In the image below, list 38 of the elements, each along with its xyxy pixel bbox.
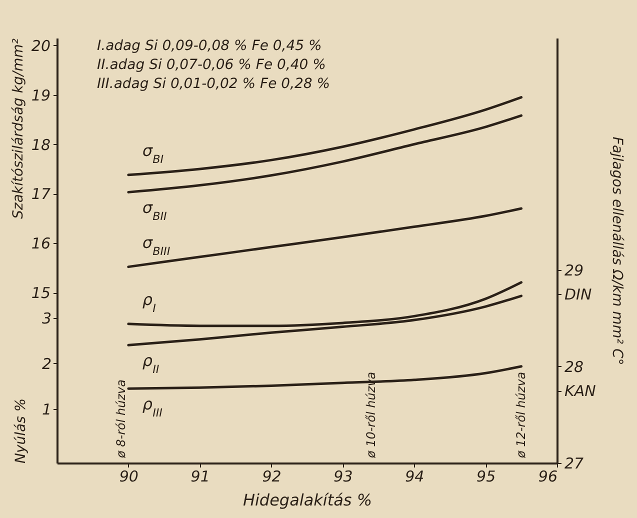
y-tick-label: 18 [31, 136, 50, 154]
y-axis-title: Szakítószilárdság kg/mm² [10, 38, 26, 219]
annotation: II.adag Si 0,07-0,06 % Fe 0,40 % [97, 57, 326, 73]
series-label: ρ$_{I}$ [142, 290, 156, 314]
x-tick-label: 92 [262, 468, 282, 486]
x-tick-label: 95 [476, 468, 496, 486]
y3-axis-title: Nyúlás % [12, 398, 29, 464]
x-tick-label: 96 [538, 468, 558, 486]
annotation: I.adag Si 0,09-0,08 % Fe 0,45 % [97, 38, 322, 54]
x-axis-title: Hidegalakítás % [242, 490, 372, 510]
line-series [127, 96, 523, 176]
annotation: III.adag Si 0,01-0,02 % Fe 0,28 % [97, 76, 330, 92]
y3-tick-label: 2 [42, 354, 52, 373]
y-tick-label: 19 [31, 86, 50, 104]
annotation: ø 8-ról húzva [114, 379, 128, 459]
series-label: ρ$_{III}$ [142, 394, 162, 420]
y3-tick-label: 3 [42, 310, 52, 328]
y2-tick-label: DIN [564, 285, 592, 304]
y-tick-label: 16 [31, 234, 50, 253]
y-tick-label: 15 [31, 284, 50, 302]
annotation: ø 12-ről húzva [514, 372, 528, 459]
x-tick-label: 90 [119, 468, 138, 486]
series-label: σ$_{BIII}$ [142, 232, 170, 258]
y2-axis-title: Fajlagos ellenállás Ω/km mm² C° [608, 136, 625, 366]
x-tick-label: 93 [334, 468, 353, 486]
y2-tick-label: KAN [564, 382, 596, 400]
x-tick-label: 94 [405, 468, 424, 486]
y-tick-label: 17 [31, 185, 51, 204]
y2-tick-label: 28 [564, 358, 584, 376]
y2-tick-label: 27 [564, 454, 584, 472]
y2-tick-label: 29 [564, 261, 584, 280]
x-tick-label: 91 [190, 468, 210, 486]
line-series [127, 114, 523, 194]
series-label: σ$_{BI}$ [142, 140, 164, 166]
y3-tick-label: 1 [42, 400, 52, 418]
series-label: σ$_{BII}$ [142, 198, 167, 223]
y-tick-label: 20 [31, 36, 50, 55]
series-label: ρ$_{II}$ [142, 351, 160, 376]
